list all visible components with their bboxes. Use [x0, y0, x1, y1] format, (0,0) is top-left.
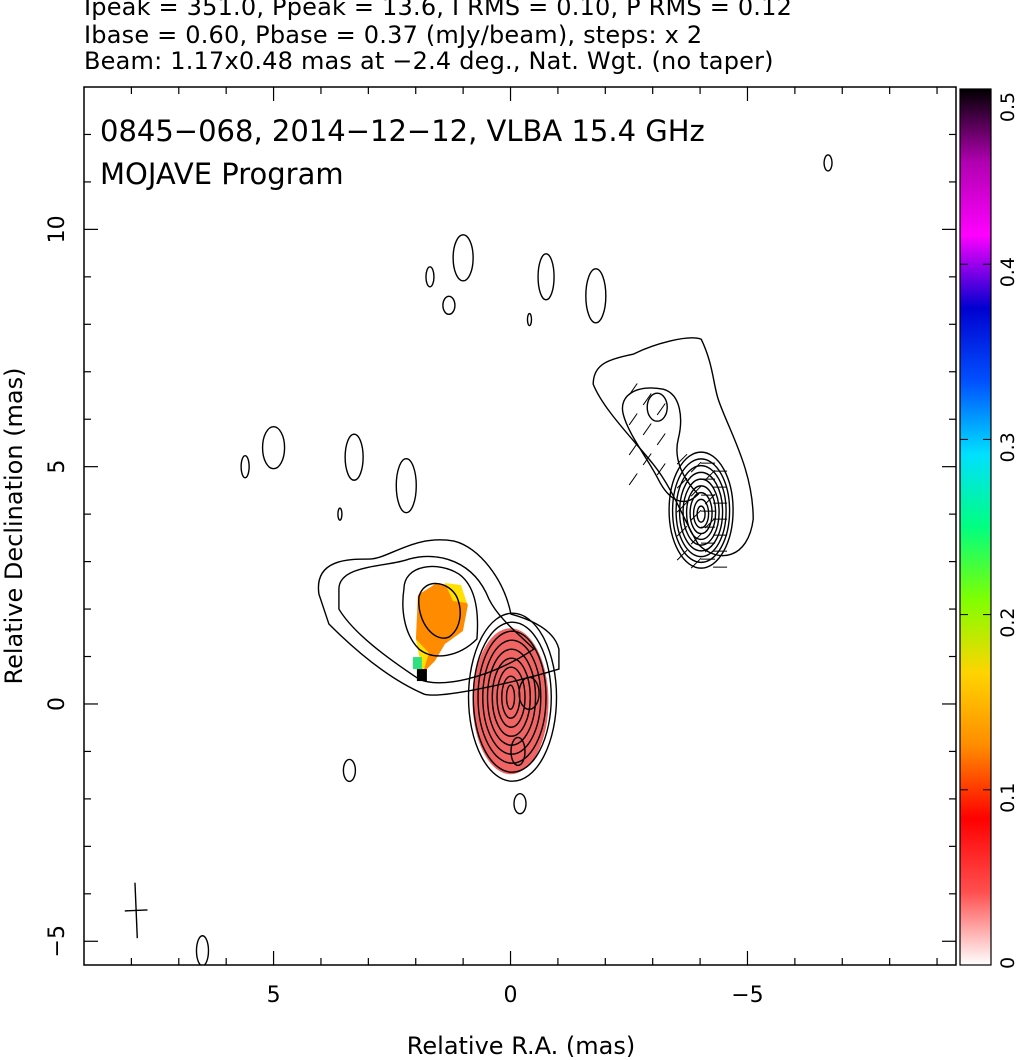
- knot-polarization-low: [415, 639, 429, 674]
- core-contour: [491, 657, 531, 737]
- y-axis-label: Relative Declination (mas): [0, 367, 28, 684]
- sidelobe-contour: [526, 312, 533, 327]
- knot-contour: [317, 539, 560, 696]
- sidelobe-contour: [823, 154, 833, 172]
- evpa-tick: [628, 413, 638, 426]
- evpa-tick: [656, 403, 666, 416]
- colorbar-label: 0: [997, 957, 1019, 969]
- evpa-tick: [628, 473, 638, 486]
- colorbar-labels: 0 0.1 0.2 0.3 0.4 0.5: [997, 92, 1019, 969]
- x-axis-label: Relative R.A. (mas): [407, 1032, 635, 1060]
- sidelobe-contour: [442, 295, 456, 316]
- x-tick-label: −5: [731, 983, 763, 1008]
- plot-frame: [83, 86, 957, 966]
- plot-subtitle: MOJAVE Program: [100, 157, 344, 191]
- evpa-tick: [690, 533, 702, 545]
- evpa-tick: [642, 453, 652, 466]
- outer-jet-contour: [592, 337, 754, 557]
- evpa-tick: [642, 423, 652, 436]
- inner-jet-contour: [510, 736, 526, 767]
- evpa-tick: [690, 461, 702, 473]
- outer-knot-contour: [685, 485, 717, 541]
- evpa-tick: [690, 557, 702, 569]
- core-contour: [467, 612, 558, 782]
- x-tick-label: 5: [267, 983, 281, 1008]
- knot-polarization-green: [412, 657, 422, 670]
- knot-contour: [402, 565, 479, 657]
- evpa-tick: [676, 525, 688, 537]
- outer-knot-contour: [696, 505, 706, 523]
- core-contour: [472, 621, 552, 773]
- outer-jet-contour: [646, 392, 668, 422]
- x-tick-label: 0: [504, 983, 518, 1008]
- evpa-tick: [704, 517, 716, 529]
- knot-polarization: [415, 583, 468, 674]
- knot-polarization-edge: [444, 583, 467, 604]
- evpa-tick: [676, 477, 688, 489]
- evpa-tick: [690, 485, 702, 497]
- sidelobe-contour: [344, 433, 364, 481]
- outer-knot-contour: [675, 464, 727, 558]
- y-tick-label: −5: [45, 925, 70, 957]
- evpa-tick: [656, 463, 666, 476]
- sidelobe-contour: [342, 758, 357, 783]
- evpa-tick: [628, 383, 638, 396]
- colorbar-label: 0.2: [997, 607, 1019, 637]
- sidelobe-contour: [452, 234, 474, 282]
- header-line-2: Ibase = 0.60, Pbase = 0.37 (mJy/beam), s…: [84, 21, 703, 49]
- evpa-tick: [676, 549, 688, 561]
- outer-jet-contour: [621, 387, 700, 503]
- evpa-tick: [704, 469, 716, 481]
- evpa-tick: [690, 509, 702, 521]
- plot-title: 0845−068, 2014−12−12, VLBA 15.4 GHz: [100, 114, 705, 148]
- outer-knot-contour: [671, 458, 731, 564]
- core-contour: [496, 666, 526, 728]
- evpa-tick: [704, 541, 716, 553]
- evpa-tick: [628, 443, 638, 456]
- sidelobe-contour: [337, 507, 343, 521]
- sidelobe-contour: [240, 454, 250, 479]
- outer-knot-contour: [668, 451, 734, 569]
- outer-knot-contour: [689, 491, 713, 535]
- outer-knot-contour: [678, 471, 724, 552]
- knot-contour: [338, 555, 536, 684]
- beam-minor-axis: [124, 909, 148, 912]
- evpa-tick: [676, 501, 688, 513]
- evpa-tick: [656, 433, 666, 446]
- y-tick-label: 10: [45, 215, 70, 243]
- header-line-1: Ipeak = 351.0, Ppeak = 13.6, I RMS = 0.1…: [84, 0, 793, 21]
- y-tick-label: 0: [45, 697, 70, 711]
- colorbar-label: 0.3: [997, 432, 1019, 462]
- sidelobe-contour: [513, 792, 527, 815]
- evpa-tick: [704, 493, 716, 505]
- outer-knot-contour: [692, 498, 710, 529]
- sidelobe-contour: [537, 253, 555, 301]
- axis-tick-labels: 5 0 −5 −5 0 5 10: [45, 215, 764, 1008]
- knot-contour: [418, 582, 461, 639]
- sidelobe-contour: [261, 425, 286, 470]
- knot-polarization-black: [416, 669, 427, 682]
- colorbar: [959, 88, 992, 966]
- sidelobe-contour: [585, 268, 607, 324]
- core-contour: [477, 630, 547, 764]
- beam-marker: [124, 882, 148, 939]
- colorbar-label: 0.1: [997, 783, 1019, 813]
- header-line-3: Beam: 1.17x0.48 mas at −2.4 deg., Nat. W…: [84, 47, 774, 75]
- contour-lines: [195, 154, 833, 965]
- core-contour: [505, 684, 516, 710]
- sidelobe-contour: [195, 935, 210, 965]
- evpa-tick: [642, 393, 652, 406]
- evpa-ticks: [628, 383, 728, 569]
- evpa-tick: [676, 453, 688, 465]
- colorbar-label: 0.5: [997, 92, 1019, 122]
- sidelobe-contour: [425, 266, 435, 288]
- colorbar-label: 0.4: [997, 257, 1019, 287]
- sidelobe-contour: [395, 457, 417, 514]
- colorbar-ticks: [960, 88, 991, 966]
- y-tick-label: 5: [45, 460, 70, 474]
- axis-ticks: [84, 87, 956, 965]
